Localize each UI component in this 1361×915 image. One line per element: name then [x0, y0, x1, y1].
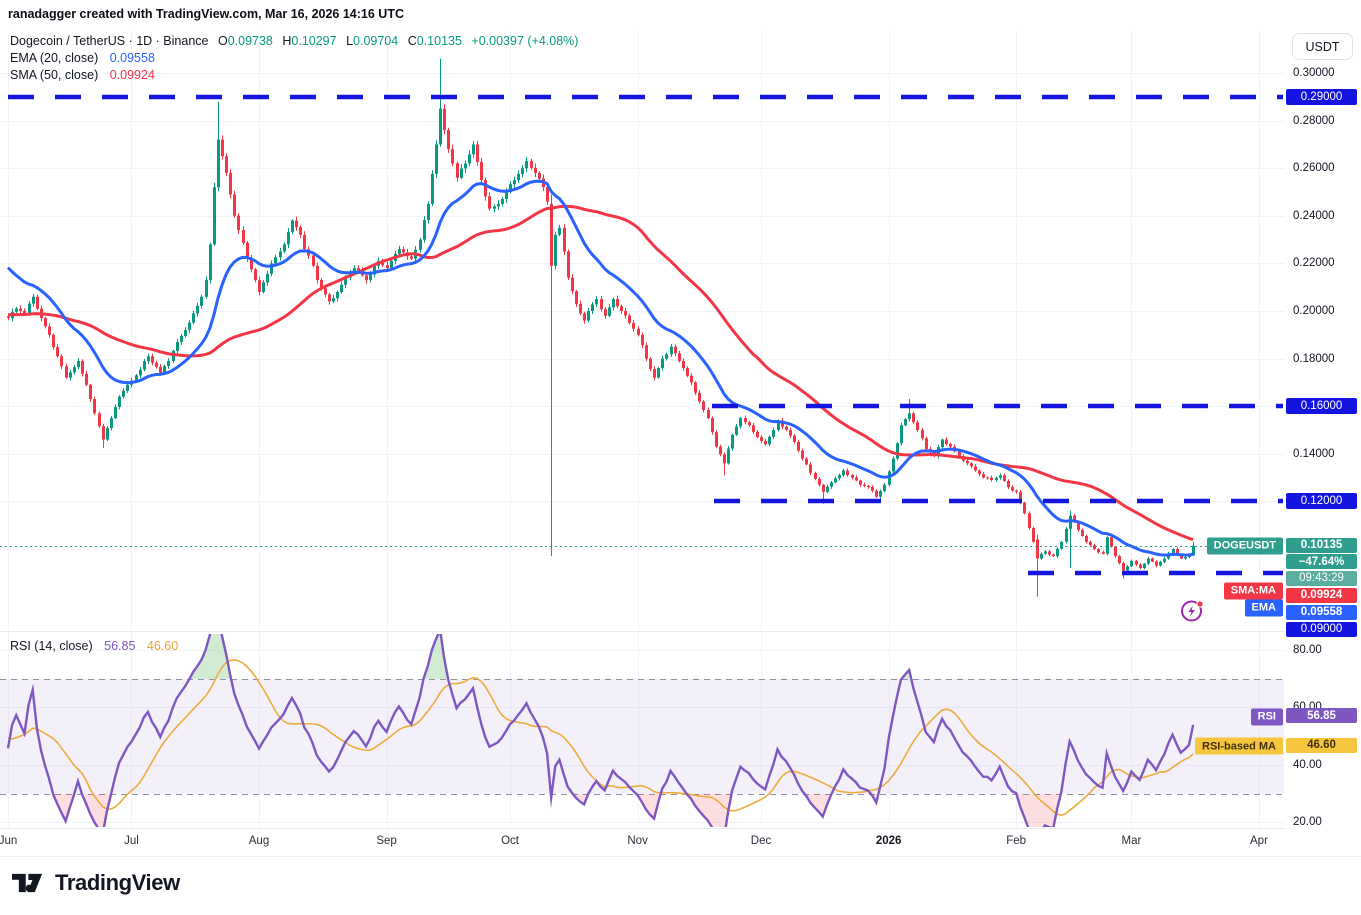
currency-toggle-button[interactable]: USDT	[1292, 33, 1353, 60]
time-label-aug: Aug	[248, 835, 270, 847]
open-label: O	[217, 34, 228, 48]
time-label-jun: Jun	[0, 835, 18, 847]
level-axis-badge: 0.29000	[1286, 88, 1357, 105]
rsi-ma-tag: RSI-based MA	[1195, 737, 1283, 755]
high-value: 0.10297	[291, 34, 337, 48]
sma-value: 0.09924	[109, 68, 155, 82]
price-tick: 0.28000	[1293, 114, 1335, 127]
symbol-price-tag: DOGEUSDT	[1206, 537, 1283, 555]
symbol-title[interactable]: Dogecoin / TetherUS · 1D · Binance	[10, 34, 209, 48]
sma-value-badge: 0.09924	[1286, 587, 1357, 603]
high-label: H	[282, 34, 292, 48]
time-label-dec: Dec	[750, 835, 772, 847]
price-tick: 0.24000	[1293, 209, 1335, 222]
chart-legend: Dogecoin / TetherUS · 1D · Binance O0.09…	[10, 33, 578, 84]
attribution-text: ranadagger created with TradingView.com,…	[8, 7, 404, 21]
ema-value: 0.09558	[109, 51, 155, 65]
sma-label: SMA (50, close)	[10, 68, 99, 82]
rsi-legend-row[interactable]: RSI (14, close) 56.85 46.60	[10, 639, 178, 653]
low-label: L	[346, 34, 354, 48]
price-tick: 0.20000	[1293, 305, 1335, 317]
pane-separator[interactable]	[0, 631, 1284, 632]
rsi-tick: 80.00	[1293, 644, 1322, 656]
level-axis-badge: 0.12000	[1286, 493, 1357, 510]
level-axis-badge: 0.16000	[1286, 398, 1357, 415]
low-value: 0.09704	[353, 34, 399, 48]
tradingview-logo-icon	[12, 873, 43, 893]
time-label-nov: Nov	[627, 835, 648, 847]
ema-value-badge: 0.09558	[1286, 604, 1357, 620]
ema-legend-row[interactable]: EMA (20, close) 0.09558	[10, 50, 578, 67]
time-label-jul: Jul	[124, 835, 139, 847]
price-tick: 0.30000	[1293, 67, 1335, 79]
rsi-label: RSI (14, close)	[10, 639, 93, 653]
price-tick: 0.26000	[1293, 162, 1335, 175]
change-value: +0.00397 (+4.08%)	[471, 34, 579, 48]
level-009-axis-badge: 0.09000	[1286, 621, 1357, 637]
price-tick: 0.14000	[1293, 447, 1335, 460]
time-label-oct: Oct	[501, 835, 519, 847]
time-label-sep: Sep	[376, 835, 397, 847]
close-value: 0.10135	[416, 34, 462, 48]
rsi-ma-last-value: 46.60	[146, 639, 179, 653]
ema-label: EMA (20, close)	[10, 51, 99, 65]
close-label: C	[407, 34, 417, 48]
tradingview-logo-text: TradingView	[55, 870, 180, 895]
price-tick: 0.22000	[1293, 257, 1335, 270]
price-axis[interactable]: USDT 0.30000 0.28000 0.26000 0.24000 0.22000…	[1284, 28, 1361, 856]
time-axis[interactable]: Jun Jul Aug Sep Oct Nov Dec 2026 Feb Mar Apr	[0, 829, 1284, 856]
tradingview-footer: TradingView	[12, 869, 180, 897]
sma-legend-row[interactable]: SMA (50, close) 0.09924	[10, 67, 578, 84]
rsi-tick: 20.00	[1293, 816, 1322, 829]
rsi-value-badge: 56.85	[1286, 708, 1357, 724]
last-price-badge: 0.10135	[1286, 537, 1357, 553]
ema-tag: EMA	[1244, 599, 1283, 617]
time-label-2026: 2026	[875, 835, 902, 847]
time-label-feb: Feb	[1006, 835, 1027, 847]
open-value: 0.09738	[227, 34, 273, 48]
footer-border	[0, 856, 1361, 857]
sma-tag: SMA:MA	[1223, 582, 1283, 600]
price-change-badge: −47.64%	[1286, 554, 1357, 570]
rsi-tick: 40.00	[1293, 758, 1322, 771]
price-tick: 0.18000	[1293, 352, 1335, 365]
chart-canvas[interactable]	[0, 28, 1284, 856]
time-label-apr: Apr	[1250, 835, 1268, 847]
rsi-ma-value-badge: 46.60	[1286, 737, 1357, 753]
time-axis-border	[0, 828, 1361, 829]
rsi-tag: RSI	[1250, 708, 1283, 726]
rsi-last-value: 56.85	[104, 639, 136, 653]
flash-order-icon[interactable]	[1179, 597, 1206, 624]
time-label-mar: Mar	[1121, 835, 1142, 847]
candle-countdown-badge: 09:43:29	[1286, 570, 1357, 586]
symbol-legend-row[interactable]: Dogecoin / TetherUS · 1D · Binance O0.09…	[10, 33, 578, 50]
